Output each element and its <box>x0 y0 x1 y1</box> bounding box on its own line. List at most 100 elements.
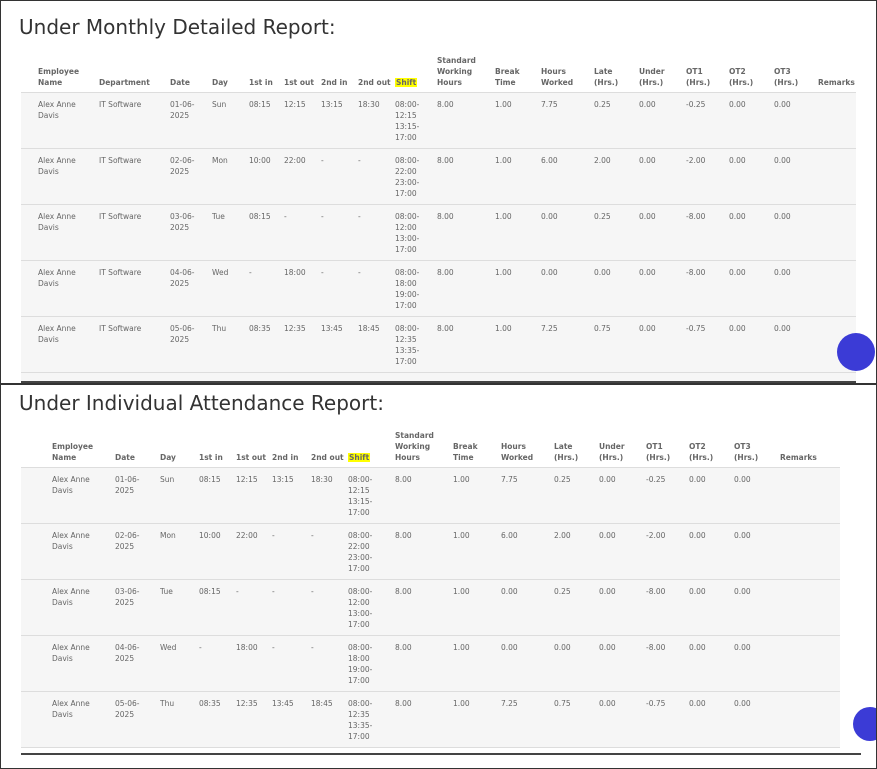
header-text: Day <box>212 78 228 87</box>
table-cell <box>818 92 856 149</box>
table: Employee Name Department Date Day 1st in 1st … <box>21 46 856 381</box>
table-cell: 0.00 <box>729 372 774 381</box>
header-text: Day <box>160 453 176 462</box>
table-cell: - <box>272 579 311 636</box>
table-row: Alex Anne Davis IT Software 02-06-2025 Mon 1… <box>21 148 856 205</box>
table-cell: 0.00 <box>689 523 734 580</box>
table-cell: -8.00 <box>646 635 689 692</box>
table-cell: 0.00 <box>774 204 818 261</box>
table-cell: 8.00 <box>395 691 453 748</box>
table-cell: Alex Anne Davis <box>38 372 99 381</box>
table-cell: 6.00 <box>541 148 594 205</box>
table-cell: 10:00 <box>199 523 236 580</box>
header-text: Under (Hrs.) <box>639 67 665 87</box>
table-cell: Thu <box>160 691 199 748</box>
header-text: 2nd in <box>272 453 299 462</box>
table-cell: 08:00- <box>395 372 437 381</box>
table-cell: 18:30 <box>358 92 395 149</box>
table-cell: - <box>321 148 358 205</box>
table-cell: 12:15 <box>284 92 321 149</box>
table-cell: 13:15 <box>321 92 358 149</box>
table-cell: 2.00 <box>594 148 639 205</box>
table-cell: 0.00 <box>639 372 686 381</box>
table-cell: 08:00-22:00 23:00-17:00 <box>348 523 395 580</box>
column-header: 1st in <box>199 421 236 468</box>
column-header: 1st out <box>284 46 321 93</box>
table-cell: Alex Anne Davis <box>52 523 115 580</box>
header-text: Shift <box>395 78 418 87</box>
header-text: Standard Working Hours <box>437 56 476 87</box>
table-cell: 0.00 <box>729 92 774 149</box>
header-text: Employee Name <box>52 442 94 462</box>
table-cell <box>780 691 840 748</box>
table-cell: 8.00 <box>437 260 495 317</box>
table-row: Alex Anne Davis 01-06-2025 Sun 08:15 12:15 13… <box>21 467 840 524</box>
table-cell: - <box>311 635 348 692</box>
table-cell: IT Software <box>99 92 170 149</box>
chat-button[interactable] <box>837 333 875 371</box>
table-cell: Alex Anne Davis <box>52 467 115 524</box>
table-cell: 0.00 <box>599 523 646 580</box>
table-cell: 0.00 <box>729 148 774 205</box>
table-cell: 1.17 <box>594 372 639 381</box>
column-header: Late (Hrs.) <box>594 46 639 93</box>
table-cell: 10:00 <box>249 148 284 205</box>
table-cell: 7.25 <box>541 316 594 373</box>
table-cell: 8.00 <box>437 316 495 373</box>
column-header: 1st out <box>236 421 272 468</box>
column-header: 2nd out <box>358 46 395 93</box>
column-header: 2nd in <box>272 421 311 468</box>
table-cell: 18:30 <box>311 467 348 524</box>
table: Employee Name Date Day 1st in 1st out 2nd in 2… <box>21 421 840 748</box>
table-cell: 8.00 <box>437 372 495 381</box>
table-cell: 0.00 <box>599 467 646 524</box>
table-cell: 08:15 <box>249 204 284 261</box>
table-cell: IT Software <box>99 148 170 205</box>
table-cell: Mon <box>212 148 249 205</box>
table-cell: 18:45 <box>358 316 395 373</box>
column-header: OT1 (Hrs.) <box>646 421 689 468</box>
table-cell: 08:00-18:00 19:00-17:00 <box>395 260 437 317</box>
column-header: OT3 (Hrs.) <box>734 421 780 468</box>
table-cell: 14:10 <box>321 372 358 381</box>
table-cell: 13:15 <box>272 467 311 524</box>
table-cell: 0.00 <box>734 523 780 580</box>
table-cell: 05-06-2025 <box>115 691 160 748</box>
table-cell: - <box>272 523 311 580</box>
table-cell: 0.00 <box>734 635 780 692</box>
table-cell: - <box>236 579 272 636</box>
column-header: OT3 (Hrs.) <box>774 46 818 93</box>
column-header: 2nd in <box>321 46 358 93</box>
table-cell: -0.75 <box>686 316 729 373</box>
table-cell: Tue <box>160 579 199 636</box>
column-header: Break Time <box>453 421 501 468</box>
table-cell: 2.00 <box>554 523 599 580</box>
table-cell: 1.00 <box>495 148 541 205</box>
table-cell: 18:00 <box>236 635 272 692</box>
table-cell: -2.00 <box>646 523 689 580</box>
table-cell: 7.25 <box>501 691 554 748</box>
column-header: OT2 (Hrs.) <box>689 421 734 468</box>
table-cell: 0.00 <box>501 579 554 636</box>
table-cell: - <box>358 204 395 261</box>
table-cell: 0.00 <box>599 579 646 636</box>
header-text: Break Time <box>453 442 478 462</box>
table-cell: - <box>358 260 395 317</box>
table-cell: 0.00 <box>729 204 774 261</box>
header-text: 1st out <box>284 78 314 87</box>
table-cell: 1.00 <box>453 691 501 748</box>
column-header: Day <box>212 46 249 93</box>
table-cell: 08:00-22:00 23:00-17:00 <box>395 148 437 205</box>
table-cell: 1.00 <box>453 467 501 524</box>
table-cell: Wed <box>212 260 249 317</box>
table-cell: 22:00 <box>236 523 272 580</box>
chat-button[interactable] <box>853 707 876 741</box>
table-cell: 08:00-12:35 13:35-17:00 <box>395 316 437 373</box>
table-cell: 08:15 <box>199 467 236 524</box>
table-cell: 08:15 <box>199 579 236 636</box>
table-cell: - <box>311 579 348 636</box>
column-header: 2nd out <box>311 421 348 468</box>
table-cell: IT Software <box>99 372 170 381</box>
table-cell: Thu <box>212 316 249 373</box>
table-cell: 08:35 <box>249 316 284 373</box>
